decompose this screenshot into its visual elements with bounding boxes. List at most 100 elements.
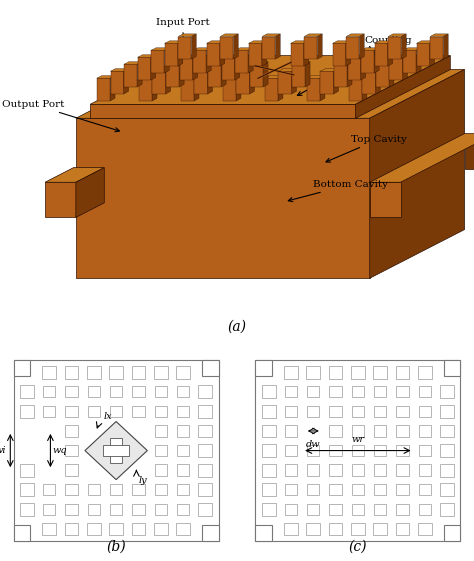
Bar [285, 504, 297, 515]
Bar [43, 504, 55, 515]
Text: wq: wq [53, 446, 67, 455]
Polygon shape [237, 71, 250, 94]
Text: (a): (a) [228, 320, 246, 334]
Text: lx: lx [103, 412, 112, 421]
Bar [374, 406, 386, 417]
Polygon shape [76, 168, 104, 218]
Bar [110, 484, 122, 495]
Bar [20, 503, 34, 516]
Polygon shape [193, 48, 211, 50]
Bar [132, 406, 145, 417]
Bar [374, 484, 386, 495]
Bar [285, 484, 297, 495]
Polygon shape [278, 71, 292, 94]
Polygon shape [235, 55, 240, 80]
Polygon shape [275, 34, 280, 59]
Bar [64, 366, 79, 379]
Polygon shape [307, 78, 320, 101]
Bar [329, 504, 342, 515]
Polygon shape [90, 56, 450, 104]
Bar [110, 438, 122, 463]
Bar [352, 465, 364, 476]
Polygon shape [361, 55, 365, 80]
Polygon shape [45, 168, 104, 182]
Bar [352, 445, 364, 456]
Polygon shape [164, 41, 183, 44]
Bar [396, 465, 409, 476]
Polygon shape [363, 68, 381, 71]
Polygon shape [223, 78, 236, 101]
Polygon shape [349, 78, 362, 101]
Polygon shape [110, 76, 115, 101]
Polygon shape [349, 76, 367, 78]
Bar [285, 425, 297, 436]
Bar [88, 484, 100, 495]
Polygon shape [193, 50, 206, 73]
Bar [65, 386, 78, 397]
Text: (b): (b) [106, 539, 126, 553]
Polygon shape [465, 134, 474, 169]
Polygon shape [376, 68, 381, 94]
Polygon shape [304, 36, 318, 59]
Polygon shape [278, 68, 297, 71]
Polygon shape [76, 70, 465, 118]
Bar [307, 406, 319, 417]
Polygon shape [359, 34, 364, 59]
Polygon shape [151, 48, 169, 50]
Bar [352, 425, 364, 436]
Polygon shape [320, 76, 325, 101]
Polygon shape [376, 62, 394, 65]
Bar [65, 445, 78, 456]
Polygon shape [305, 62, 310, 87]
Polygon shape [180, 57, 193, 80]
Polygon shape [110, 71, 124, 94]
Bar [419, 465, 431, 476]
Bar [284, 366, 298, 379]
Polygon shape [151, 50, 164, 73]
Bar [198, 503, 212, 516]
Bar [395, 366, 410, 379]
Polygon shape [178, 34, 196, 36]
Bar [154, 366, 168, 379]
Polygon shape [223, 76, 241, 78]
Polygon shape [179, 62, 184, 87]
Bar [65, 465, 78, 476]
Polygon shape [320, 68, 338, 71]
Polygon shape [237, 68, 255, 71]
Polygon shape [278, 76, 283, 101]
Polygon shape [262, 34, 280, 36]
Bar [329, 425, 342, 436]
Bar [177, 386, 189, 397]
Polygon shape [139, 76, 157, 78]
Polygon shape [153, 71, 166, 94]
Bar [329, 406, 342, 417]
Polygon shape [250, 62, 268, 65]
Bar [65, 484, 78, 495]
Bar [352, 484, 364, 495]
Polygon shape [333, 44, 346, 66]
Bar [285, 445, 297, 456]
Bar [285, 406, 297, 417]
Polygon shape [292, 65, 305, 87]
Polygon shape [376, 65, 389, 87]
Polygon shape [235, 48, 253, 50]
Polygon shape [361, 48, 379, 50]
Bar [42, 522, 56, 535]
Bar [374, 425, 386, 436]
Bar [176, 522, 190, 535]
Polygon shape [220, 34, 238, 36]
Bar [43, 386, 55, 397]
Polygon shape [362, 76, 367, 101]
Bar [444, 525, 460, 541]
Bar [177, 445, 189, 456]
Text: (c): (c) [348, 539, 367, 553]
Polygon shape [374, 44, 388, 66]
Bar [131, 366, 146, 379]
Bar [155, 445, 167, 456]
Polygon shape [361, 50, 374, 73]
Polygon shape [178, 41, 183, 66]
Polygon shape [221, 57, 235, 80]
Polygon shape [334, 65, 347, 87]
Bar [419, 425, 431, 436]
Polygon shape [263, 62, 268, 87]
